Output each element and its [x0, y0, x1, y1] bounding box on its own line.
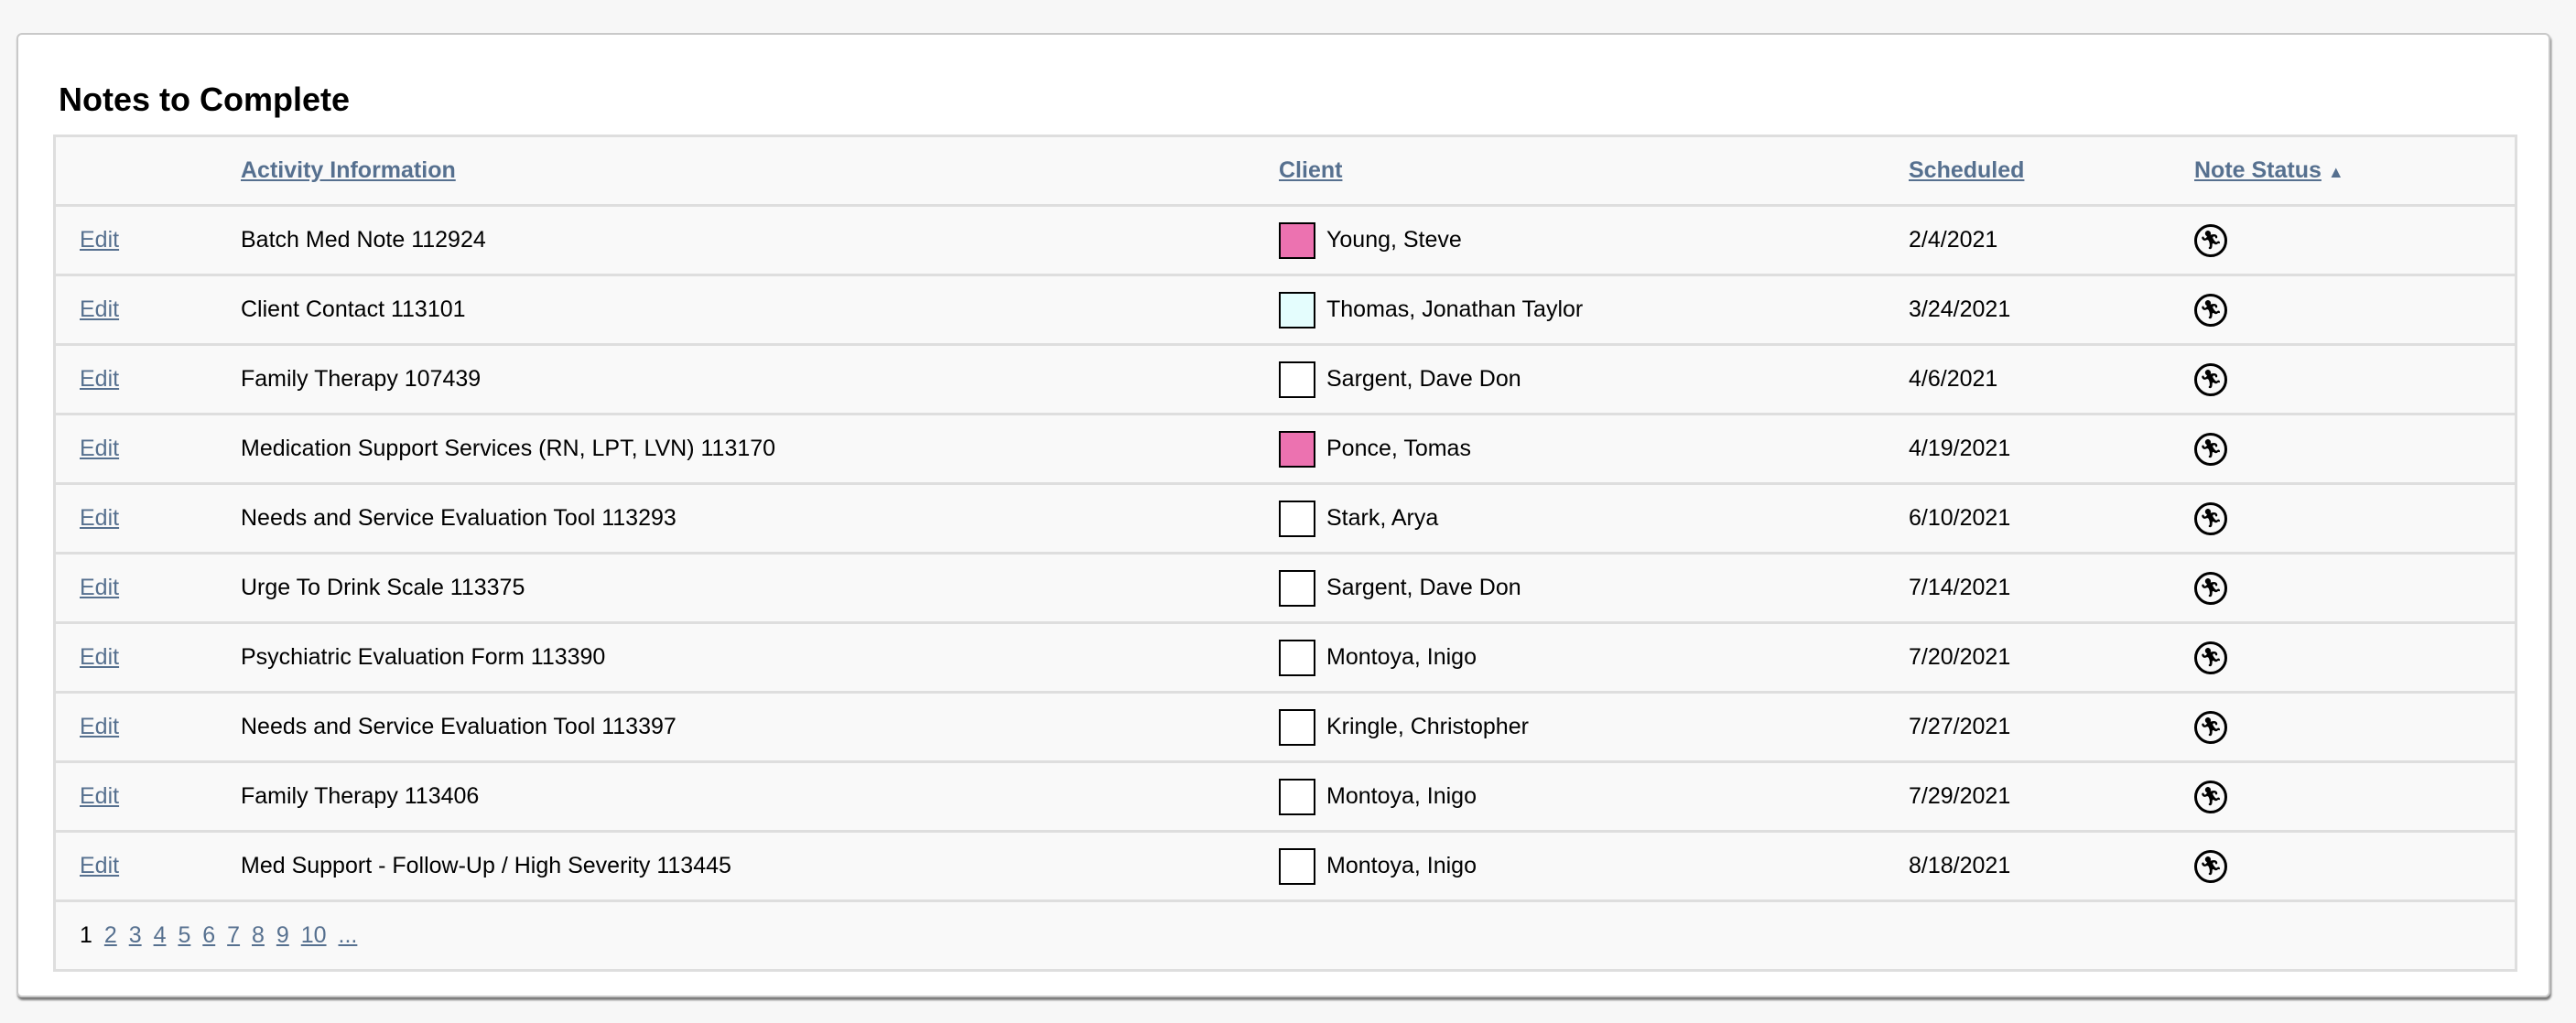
- table-row: Edit Needs and Service Evaluation Tool 1…: [54, 482, 2516, 555]
- client-color-swatch: [1279, 291, 1315, 328]
- page-link[interactable]: ...: [338, 922, 358, 948]
- edit-link[interactable]: Edit: [80, 644, 120, 670]
- header-edit: [54, 135, 241, 207]
- sort-status-link[interactable]: Note Status: [2194, 157, 2322, 183]
- edit-link[interactable]: Edit: [80, 227, 120, 253]
- running-person-icon[interactable]: 🏃︎: [2194, 293, 2227, 327]
- activity-cell: Med Support - Follow-Up / High Severity …: [241, 830, 1279, 902]
- client-name: Stark, Arya: [1326, 505, 1439, 531]
- client-name: Sargent, Dave Don: [1326, 575, 1521, 600]
- scheduled-date: 2/4/2021: [1909, 204, 2194, 276]
- running-person-icon[interactable]: 🏃︎: [2194, 849, 2227, 883]
- client-color-swatch: [1279, 361, 1315, 398]
- notes-table: Activity Information Client Scheduled No…: [53, 135, 2517, 972]
- client-name: Young, Steve: [1326, 227, 1462, 253]
- pagination: 1 2 3 4 5 6 7 8 9 10 ...: [54, 899, 2516, 972]
- scheduled-date: 3/24/2021: [1909, 274, 2194, 346]
- scheduled-date: 7/29/2021: [1909, 760, 2194, 833]
- client-color-swatch: [1279, 847, 1315, 885]
- page-link[interactable]: 5: [178, 922, 191, 948]
- page-link[interactable]: 4: [153, 922, 167, 948]
- activity-cell: Needs and Service Evaluation Tool 113397: [241, 691, 1279, 763]
- page-link[interactable]: 6: [202, 922, 216, 948]
- client-name: Sargent, Dave Don: [1326, 366, 1521, 392]
- edit-link[interactable]: Edit: [80, 853, 120, 878]
- client-color-swatch: [1279, 708, 1315, 746]
- page-link[interactable]: 7: [227, 922, 241, 948]
- scheduled-date: 7/27/2021: [1909, 691, 2194, 763]
- running-person-icon[interactable]: 🏃︎: [2194, 432, 2227, 466]
- edit-link[interactable]: Edit: [80, 366, 120, 392]
- page-link[interactable]: 10: [300, 922, 327, 948]
- activity-cell: Client Contact 113101: [241, 274, 1279, 346]
- table-row: Edit Urge To Drink Scale 113375 Sargent,…: [54, 552, 2516, 624]
- client-name: Montoya, Inigo: [1326, 853, 1477, 878]
- running-person-icon[interactable]: 🏃︎: [2194, 780, 2227, 813]
- running-person-icon[interactable]: 🏃︎: [2194, 223, 2227, 257]
- activity-cell: Psychiatric Evaluation Form 113390: [241, 621, 1279, 694]
- running-person-icon[interactable]: 🏃︎: [2194, 501, 2227, 535]
- table-row: Edit Batch Med Note 112924 Young, Steve …: [54, 204, 2516, 276]
- page-link[interactable]: 3: [128, 922, 142, 948]
- scheduled-date: 4/6/2021: [1909, 343, 2194, 415]
- client-color-swatch: [1279, 778, 1315, 815]
- table-row: Edit Family Therapy 107439 Sargent, Dave…: [54, 343, 2516, 415]
- activity-cell: Needs and Service Evaluation Tool 113293: [241, 482, 1279, 555]
- edit-link[interactable]: Edit: [80, 296, 120, 322]
- client-name: Thomas, Jonathan Taylor: [1326, 296, 1584, 322]
- edit-link[interactable]: Edit: [80, 575, 120, 600]
- edit-link[interactable]: Edit: [80, 714, 120, 739]
- edit-link[interactable]: Edit: [80, 783, 120, 809]
- client-color-swatch: [1279, 569, 1315, 607]
- activity-cell: Family Therapy 107439: [241, 343, 1279, 415]
- sort-scheduled-link[interactable]: Scheduled: [1909, 157, 2025, 183]
- client-name: Kringle, Christopher: [1326, 714, 1529, 739]
- scheduled-date: 4/19/2021: [1909, 413, 2194, 485]
- client-color-swatch: [1279, 500, 1315, 537]
- scheduled-date: 7/20/2021: [1909, 621, 2194, 694]
- scheduled-date: 7/14/2021: [1909, 552, 2194, 624]
- page-title: Notes to Complete: [59, 81, 351, 118]
- client-name: Ponce, Tomas: [1326, 436, 1471, 461]
- table-row: Edit Family Therapy 113406 Montoya, Inig…: [54, 760, 2516, 833]
- client-color-swatch: [1279, 221, 1315, 259]
- activity-cell: Medication Support Services (RN, LPT, LV…: [241, 413, 1279, 485]
- page-link[interactable]: 9: [276, 922, 289, 948]
- client-color-swatch: [1279, 430, 1315, 468]
- sort-ascending-icon: ▲: [2327, 163, 2344, 181]
- activity-cell: Urge To Drink Scale 113375: [241, 552, 1279, 624]
- table-row: Edit Medication Support Services (RN, LP…: [54, 413, 2516, 485]
- running-person-icon[interactable]: 🏃︎: [2194, 710, 2227, 744]
- sort-activity-link[interactable]: Activity Information: [241, 157, 456, 183]
- scheduled-date: 6/10/2021: [1909, 482, 2194, 555]
- activity-cell: Family Therapy 113406: [241, 760, 1279, 833]
- table-row: Edit Client Contact 113101 Thomas, Jonat…: [54, 274, 2516, 346]
- client-color-swatch: [1279, 639, 1315, 676]
- table-row: Edit Med Support - Follow-Up / High Seve…: [54, 830, 2516, 902]
- table-row: Edit Psychiatric Evaluation Form 113390 …: [54, 621, 2516, 694]
- client-name: Montoya, Inigo: [1326, 783, 1477, 809]
- page-link[interactable]: 8: [252, 922, 265, 948]
- notes-card: Notes to Complete Activity Information C…: [16, 33, 2550, 997]
- running-person-icon[interactable]: 🏃︎: [2194, 362, 2227, 396]
- table-row: Edit Needs and Service Evaluation Tool 1…: [54, 691, 2516, 763]
- edit-link[interactable]: Edit: [80, 505, 120, 531]
- current-page: 1: [80, 922, 92, 948]
- scheduled-date: 8/18/2021: [1909, 830, 2194, 902]
- table-header: Activity Information Client Scheduled No…: [54, 135, 2516, 207]
- page-link[interactable]: 2: [103, 922, 117, 948]
- edit-link[interactable]: Edit: [80, 436, 120, 461]
- running-person-icon[interactable]: 🏃︎: [2194, 571, 2227, 605]
- activity-cell: Batch Med Note 112924: [241, 204, 1279, 276]
- running-person-icon[interactable]: 🏃︎: [2194, 641, 2227, 674]
- sort-client-link[interactable]: Client: [1279, 157, 1343, 183]
- client-name: Montoya, Inigo: [1326, 644, 1477, 670]
